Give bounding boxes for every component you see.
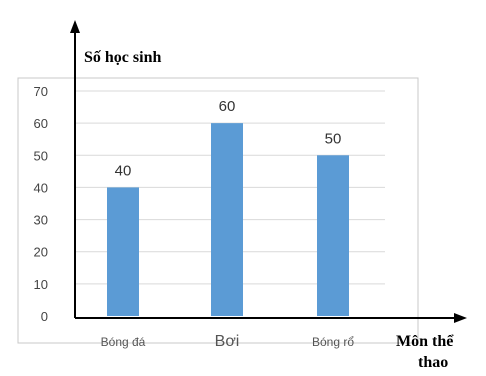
y-tick-label: 60 <box>34 116 48 131</box>
y-axis-arrow-icon <box>70 20 80 33</box>
x-axis-title-line1: Môn thể <box>396 333 454 350</box>
x-axis-arrow-icon <box>454 313 467 323</box>
bar <box>107 187 139 316</box>
x-axis-title-line2: thao <box>418 354 448 371</box>
data-label: 50 <box>325 130 342 147</box>
data-label: 40 <box>115 162 132 179</box>
y-tick-label: 20 <box>34 245 48 260</box>
y-tick-labels: 0 10 20 30 40 50 60 70 <box>34 84 48 324</box>
y-axis-title: Số học sinh <box>84 49 161 66</box>
x-tick-labels: Bóng đá Bơi Bóng rổ <box>101 333 355 350</box>
plot-frame <box>17 77 419 344</box>
y-tick-label: 50 <box>34 148 48 163</box>
bar <box>317 155 349 316</box>
bars <box>107 123 349 317</box>
y-tick-label: 10 <box>34 277 48 292</box>
data-label: 60 <box>219 98 236 115</box>
y-tick-label: 0 <box>41 309 48 324</box>
x-tick-label: Bơi <box>215 333 240 350</box>
y-tick-label: 40 <box>34 180 48 195</box>
x-tick-label: Bóng rổ <box>312 335 354 349</box>
bar <box>211 123 243 317</box>
x-tick-label: Bóng đá <box>101 335 146 349</box>
y-tick-label: 70 <box>34 84 48 99</box>
data-labels: 40 60 50 <box>115 98 342 179</box>
y-tick-label: 30 <box>34 213 48 228</box>
